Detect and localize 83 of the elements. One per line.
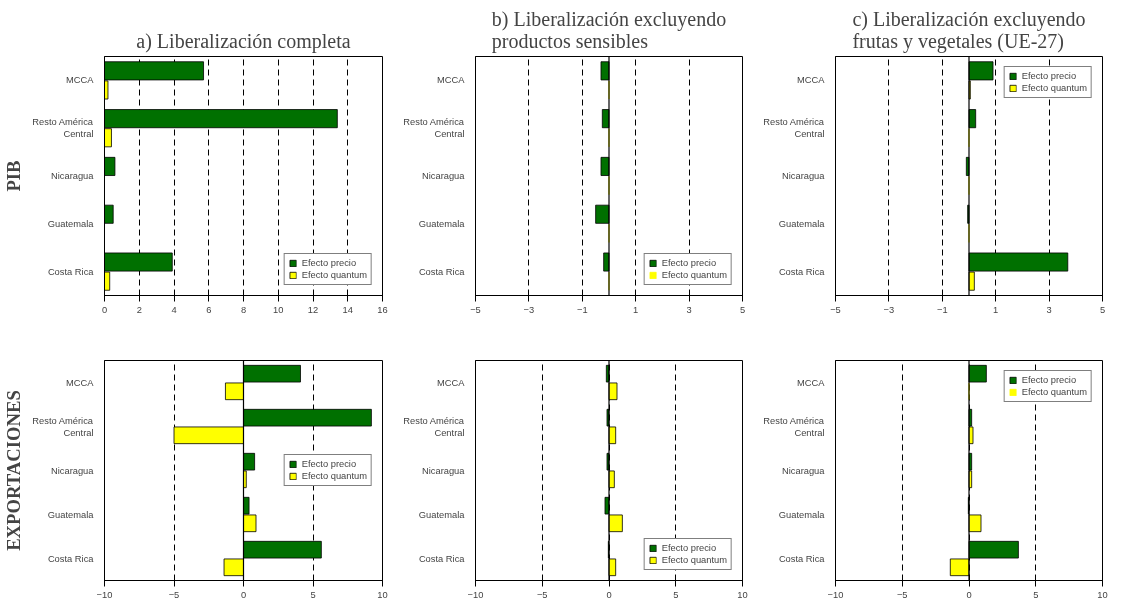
y-tick-label: Guatemala [418,218,466,229]
legend-label: Efecto precio [1021,71,1077,81]
y-tick-label: MCCA [437,75,466,86]
x-tick-label: −3 [523,304,535,315]
x-tick-label: 0 [966,589,972,600]
x-tick-label: 10 [377,589,388,600]
x-tick-label: −1 [576,304,588,315]
y-tick-label: MCCA [437,377,466,388]
chart-title: b) Liberalización excluyendo productos sensibles [491,7,727,53]
y-tick-label: Guatemala [778,218,826,229]
y-tick-label: MCCA [66,75,95,86]
y-tick-label: Resto América Central [403,415,465,438]
y-axis-title: EXPORTACIONES [3,390,25,551]
x-tick-label: −1 [936,304,948,315]
y-tick-label: Guatemala [778,509,826,520]
y-tick-label: Nicaragua [50,465,95,476]
legend-label: Efecto precio [301,459,357,469]
x-tick-label: −10 [96,589,113,600]
legend-label: Efecto precio [301,258,357,268]
legend-label: Efecto quantum [1021,83,1087,93]
x-tick-label: 3 [1046,304,1052,315]
x-tick-label: 4 [171,304,177,315]
x-tick-label: −10 [827,589,844,600]
y-tick-label: Guatemala [47,509,95,520]
x-tick-label: −3 [883,304,895,315]
x-tick-label: 10 [1097,589,1108,600]
x-tick-label: 5 [1099,304,1106,315]
y-tick-label: MCCA [66,377,95,388]
legend-label: Efecto precio [661,543,717,553]
chart-title: a) Liberalización completa [136,29,351,53]
x-tick-label: 10 [737,589,748,600]
x-tick-label: 6 [206,304,212,315]
x-tick-label: −5 [896,589,908,600]
legend-label: Efecto quantum [661,270,727,280]
y-tick-label: MCCA [797,377,826,388]
x-tick-label: 5 [673,589,679,600]
y-tick-label: Resto América Central [403,117,465,140]
x-tick-label: −10 [467,589,484,600]
legend-label: Efecto quantum [661,555,727,565]
y-tick-label: Costa Rica [47,266,95,277]
y-tick-label: Nicaragua [781,171,826,181]
legend-label: Efecto quantum [301,471,367,481]
y-tick-label: Resto América Central [32,117,94,140]
legend-label: Efecto precio [661,258,717,268]
x-tick-label: 3 [686,304,692,315]
y-tick-label: Guatemala [47,218,95,229]
y-tick-label: Costa Rica [778,553,826,564]
x-tick-label: 5 [310,589,316,600]
x-tick-label: 0 [101,304,108,315]
y-tick-label: Nicaragua [50,171,95,181]
y-tick-label: Nicaragua [421,171,466,181]
y-tick-label: Nicaragua [421,465,466,476]
legend-label: Efecto precio [1021,375,1077,385]
y-tick-label: Resto América Central [763,117,825,140]
y-tick-label: Resto América Central [32,415,94,438]
y-tick-label: Guatemala [418,509,466,520]
legend-label: Efecto quantum [1021,387,1087,397]
x-tick-label: 5 [739,304,746,315]
x-tick-label: −5 [168,589,180,600]
y-tick-label: MCCA [797,75,826,86]
y-tick-label: Resto América Central [763,415,825,438]
x-tick-label: 1 [633,304,639,315]
x-tick-label: 2 [136,304,142,315]
y-tick-label: Costa Rica [778,266,826,277]
x-tick-label: −5 [830,304,841,315]
y-axis-title: PIB [3,160,25,192]
y-tick-label: Nicaragua [781,465,826,476]
x-tick-label: −5 [536,589,548,600]
x-tick-label: 5 [1033,589,1039,600]
x-tick-label: 16 [377,304,388,315]
x-tick-label: 12 [307,304,319,315]
y-tick-label: Costa Rica [418,266,466,277]
x-tick-label: −5 [470,304,481,315]
legend-label: Efecto quantum [301,270,367,280]
y-tick-label: Costa Rica [418,553,466,564]
x-tick-label: 10 [273,304,284,315]
y-tick-label: Costa Rica [47,553,95,564]
x-tick-label: 0 [606,589,612,600]
x-tick-label: 14 [342,304,353,315]
x-tick-label: 8 [240,304,247,315]
x-tick-label: 0 [240,589,247,600]
x-tick-label: 1 [993,304,999,315]
chart-title: c) Liberalización excluyendo frutas y vegetales (UE-27) [852,7,1086,53]
